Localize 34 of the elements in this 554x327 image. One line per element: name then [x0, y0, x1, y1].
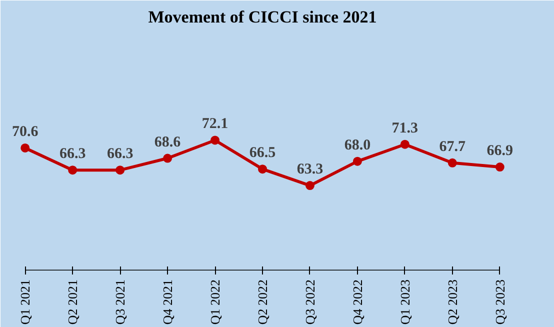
data-label: 66.5 [249, 145, 276, 162]
x-tick-label: Q2 2023 [444, 280, 460, 325]
point [210, 136, 220, 145]
x-tick-label: Q3 2023 [492, 280, 508, 325]
point [68, 166, 78, 175]
x-tick-label: Q2 2021 [65, 280, 80, 325]
point [352, 156, 362, 166]
data-label: 70.6 [12, 124, 39, 140]
data-label: 66.3 [59, 146, 86, 162]
data-label: 63.3 [296, 162, 324, 178]
x-tick-label: Q4 2021 [160, 280, 176, 325]
x-tick-label: Q3 2022 [302, 280, 318, 325]
data-label: 72.1 [202, 116, 228, 132]
data-label: 71.3 [392, 120, 418, 136]
data-label: 66.3 [106, 146, 134, 162]
point [305, 181, 314, 190]
x-tick-label: Q1 2022 [208, 280, 223, 325]
point [495, 162, 504, 172]
x-tick-label: Q2 2022 [255, 280, 270, 325]
data-label: 68.0 [344, 137, 371, 154]
data-label: 67.7 [439, 138, 466, 155]
x-tick-label: Q4 2022 [350, 280, 365, 325]
point [448, 158, 457, 168]
data-label: 66.9 [486, 143, 514, 160]
point [400, 140, 410, 149]
x-tick-label: Q3 2021 [112, 280, 128, 325]
chart-title: Movement of CICCI since 2021 [148, 8, 377, 26]
point [20, 143, 30, 152]
point [163, 154, 172, 163]
point [258, 164, 267, 174]
point [116, 166, 125, 175]
data-label: 68.6 [154, 134, 182, 150]
x-tick-label: Q1 2023 [397, 280, 412, 325]
x-tick-label: Q1 2021 [18, 280, 33, 325]
